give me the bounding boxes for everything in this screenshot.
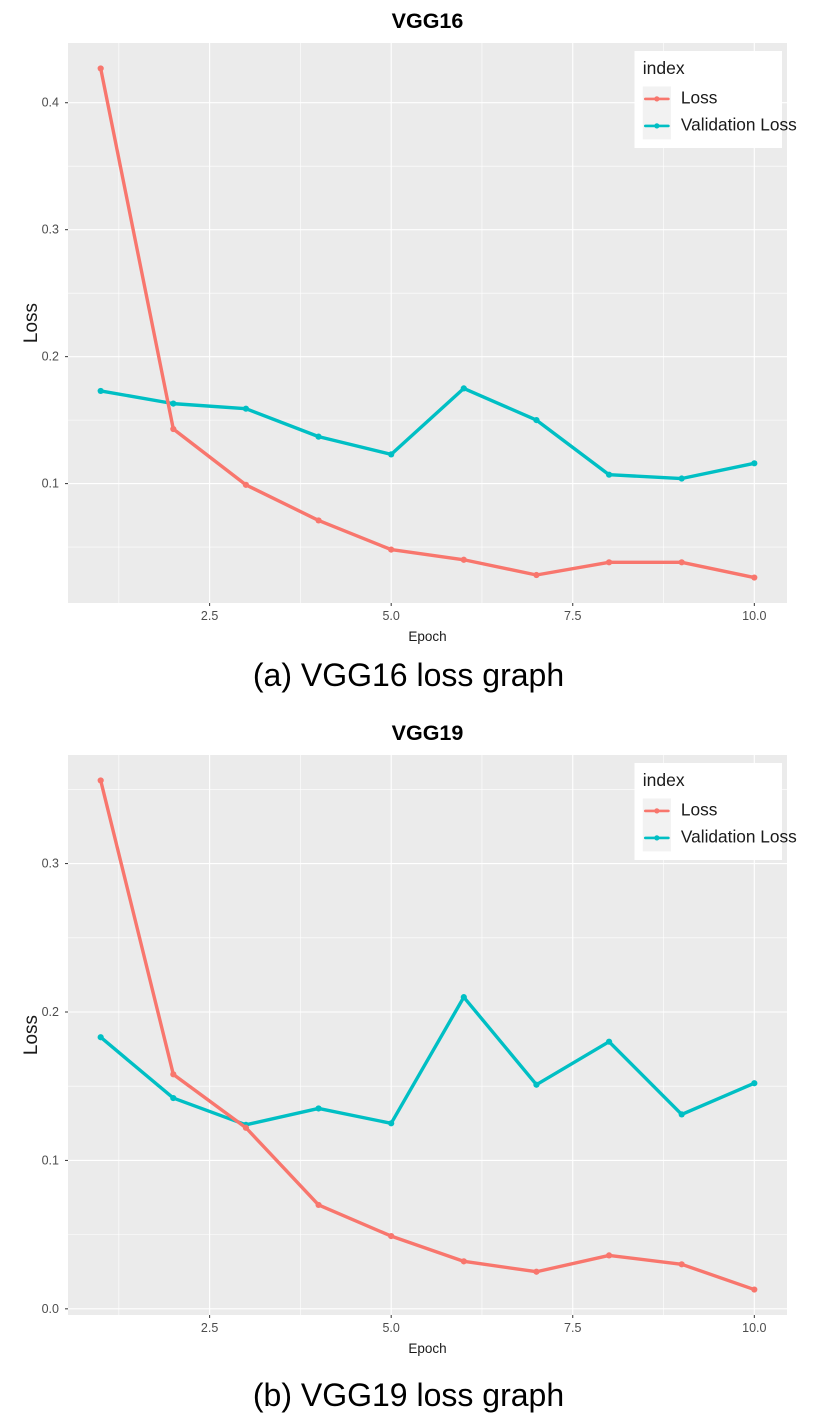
svg-text:0.0: 0.0 [42, 1302, 59, 1316]
svg-text:10.0: 10.0 [742, 1321, 766, 1335]
svg-text:0.2: 0.2 [42, 1005, 59, 1019]
svg-text:0.1: 0.1 [42, 477, 59, 491]
svg-text:Validation Loss: Validation Loss [681, 827, 797, 847]
svg-text:VGG19: VGG19 [392, 721, 464, 745]
svg-text:Validation Loss: Validation Loss [681, 115, 797, 135]
svg-text:Loss: Loss [681, 88, 718, 108]
svg-text:index: index [643, 58, 685, 78]
svg-text:VGG16: VGG16 [392, 9, 464, 33]
svg-text:7.5: 7.5 [564, 1321, 581, 1335]
svg-text:Epoch: Epoch [408, 629, 446, 644]
svg-text:0.3: 0.3 [42, 857, 59, 871]
svg-text:7.5: 7.5 [564, 609, 581, 623]
svg-text:Epoch: Epoch [408, 1341, 446, 1356]
svg-text:0.4: 0.4 [42, 96, 59, 110]
svg-text:5.0: 5.0 [382, 1321, 399, 1335]
svg-text:0.3: 0.3 [42, 223, 59, 237]
svg-text:0.1: 0.1 [42, 1153, 59, 1167]
svg-text:2.5: 2.5 [201, 609, 218, 623]
svg-text:5.0: 5.0 [382, 609, 399, 623]
svg-text:10.0: 10.0 [742, 609, 766, 623]
svg-text:2.5: 2.5 [201, 1321, 218, 1335]
svg-text:0.2: 0.2 [42, 350, 59, 364]
svg-text:Loss: Loss [21, 1015, 42, 1055]
svg-text:Loss: Loss [681, 800, 718, 820]
svg-text:index: index [643, 770, 685, 790]
svg-text:Loss: Loss [21, 303, 42, 343]
